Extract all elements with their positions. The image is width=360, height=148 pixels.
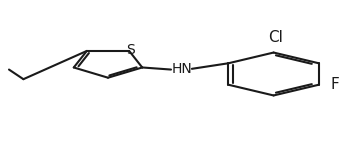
Text: S: S (127, 43, 135, 57)
Text: F: F (330, 77, 339, 92)
Text: Cl: Cl (268, 30, 283, 45)
Text: HN: HN (171, 62, 192, 76)
